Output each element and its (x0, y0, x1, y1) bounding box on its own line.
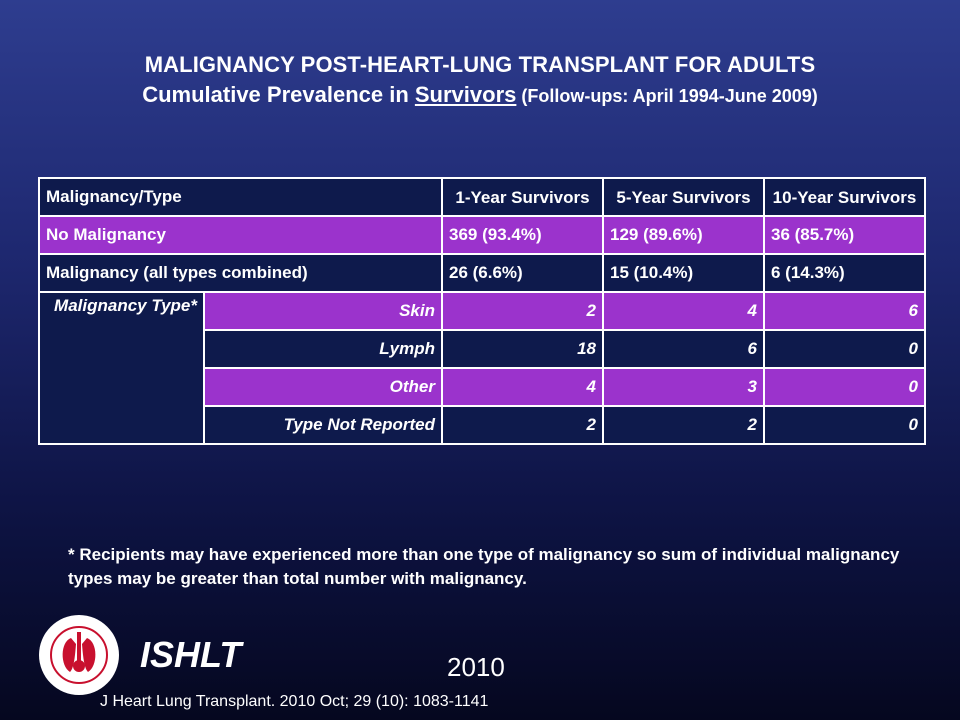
row-label: No Malignancy (38, 215, 443, 255)
table-cell: 15 (10.4%) (602, 253, 765, 293)
table-cell: 369 (93.4%) (441, 215, 604, 255)
table-row: Malignancy Type* Skin 2 4 6 (38, 291, 926, 445)
table-cell: 2 (441, 405, 604, 445)
table-cell: 6 (602, 329, 765, 369)
ishlt-logo (39, 615, 119, 695)
header-cell-1yr: 1-Year Survivors (441, 177, 604, 217)
year-label: 2010 (447, 652, 505, 682)
header-cell-10yr: 10-Year Survivors (763, 177, 926, 217)
table-cell: 3 (602, 367, 765, 407)
table-row: No Malignancy 369 (93.4%) 129 (89.6%) 36… (38, 215, 926, 255)
title-suffix: (Follow-ups: April 1994-June 2009) (516, 86, 818, 106)
table-cell: 0 (763, 367, 926, 407)
table-cell: 6 (14.3%) (763, 253, 926, 293)
subrow-label: Lymph (203, 329, 443, 369)
slide-title: MALIGNANCY POST-HEART-LUNG TRANSPLANT FO… (0, 50, 960, 111)
table-cell: 36 (85.7%) (763, 215, 926, 255)
title-line-1: MALIGNANCY POST-HEART-LUNG TRANSPLANT FO… (144, 52, 816, 77)
table-header-row: Malignancy/Type 1-Year Survivors 5-Year … (38, 177, 926, 217)
subrow-label: Type Not Reported (203, 405, 443, 445)
table-cell: 4 (441, 367, 604, 407)
org-name: ISHLT (140, 634, 242, 675)
malignancy-table: Malignancy/Type 1-Year Survivors 5-Year … (38, 177, 926, 445)
table-cell: 0 (763, 405, 926, 445)
table-row: Lymph 18 6 0 (39, 329, 926, 369)
group-label: Malignancy Type* (38, 291, 205, 445)
table-cell: 0 (763, 329, 926, 369)
subrow-label: Skin (203, 291, 443, 331)
title-line-2: Cumulative Prevalence in Survivors (Foll… (0, 80, 960, 111)
table-row: Malignancy (all types combined) 26 (6.6%… (38, 253, 926, 293)
table-cell: 2 (602, 405, 765, 445)
title-prefix: Cumulative Prevalence in (142, 82, 415, 107)
citation: J Heart Lung Transplant. 2010 Oct; 29 (1… (100, 693, 489, 710)
table-cell: 26 (6.6%) (441, 253, 604, 293)
header-cell-5yr: 5-Year Survivors (602, 177, 765, 217)
title-underlined: Survivors (414, 82, 517, 107)
subrow-label: Other (203, 367, 443, 407)
table-cell: 6 (763, 291, 926, 331)
table-cell: 2 (441, 291, 604, 331)
header-cell-type: Malignancy/Type (38, 177, 443, 217)
footnote: * Recipients may have experienced more t… (68, 545, 900, 588)
row-label: Malignancy (all types combined) (38, 253, 443, 293)
table-cell: 129 (89.6%) (602, 215, 765, 255)
table-cell: 4 (602, 291, 765, 331)
table-cell: 18 (441, 329, 604, 369)
